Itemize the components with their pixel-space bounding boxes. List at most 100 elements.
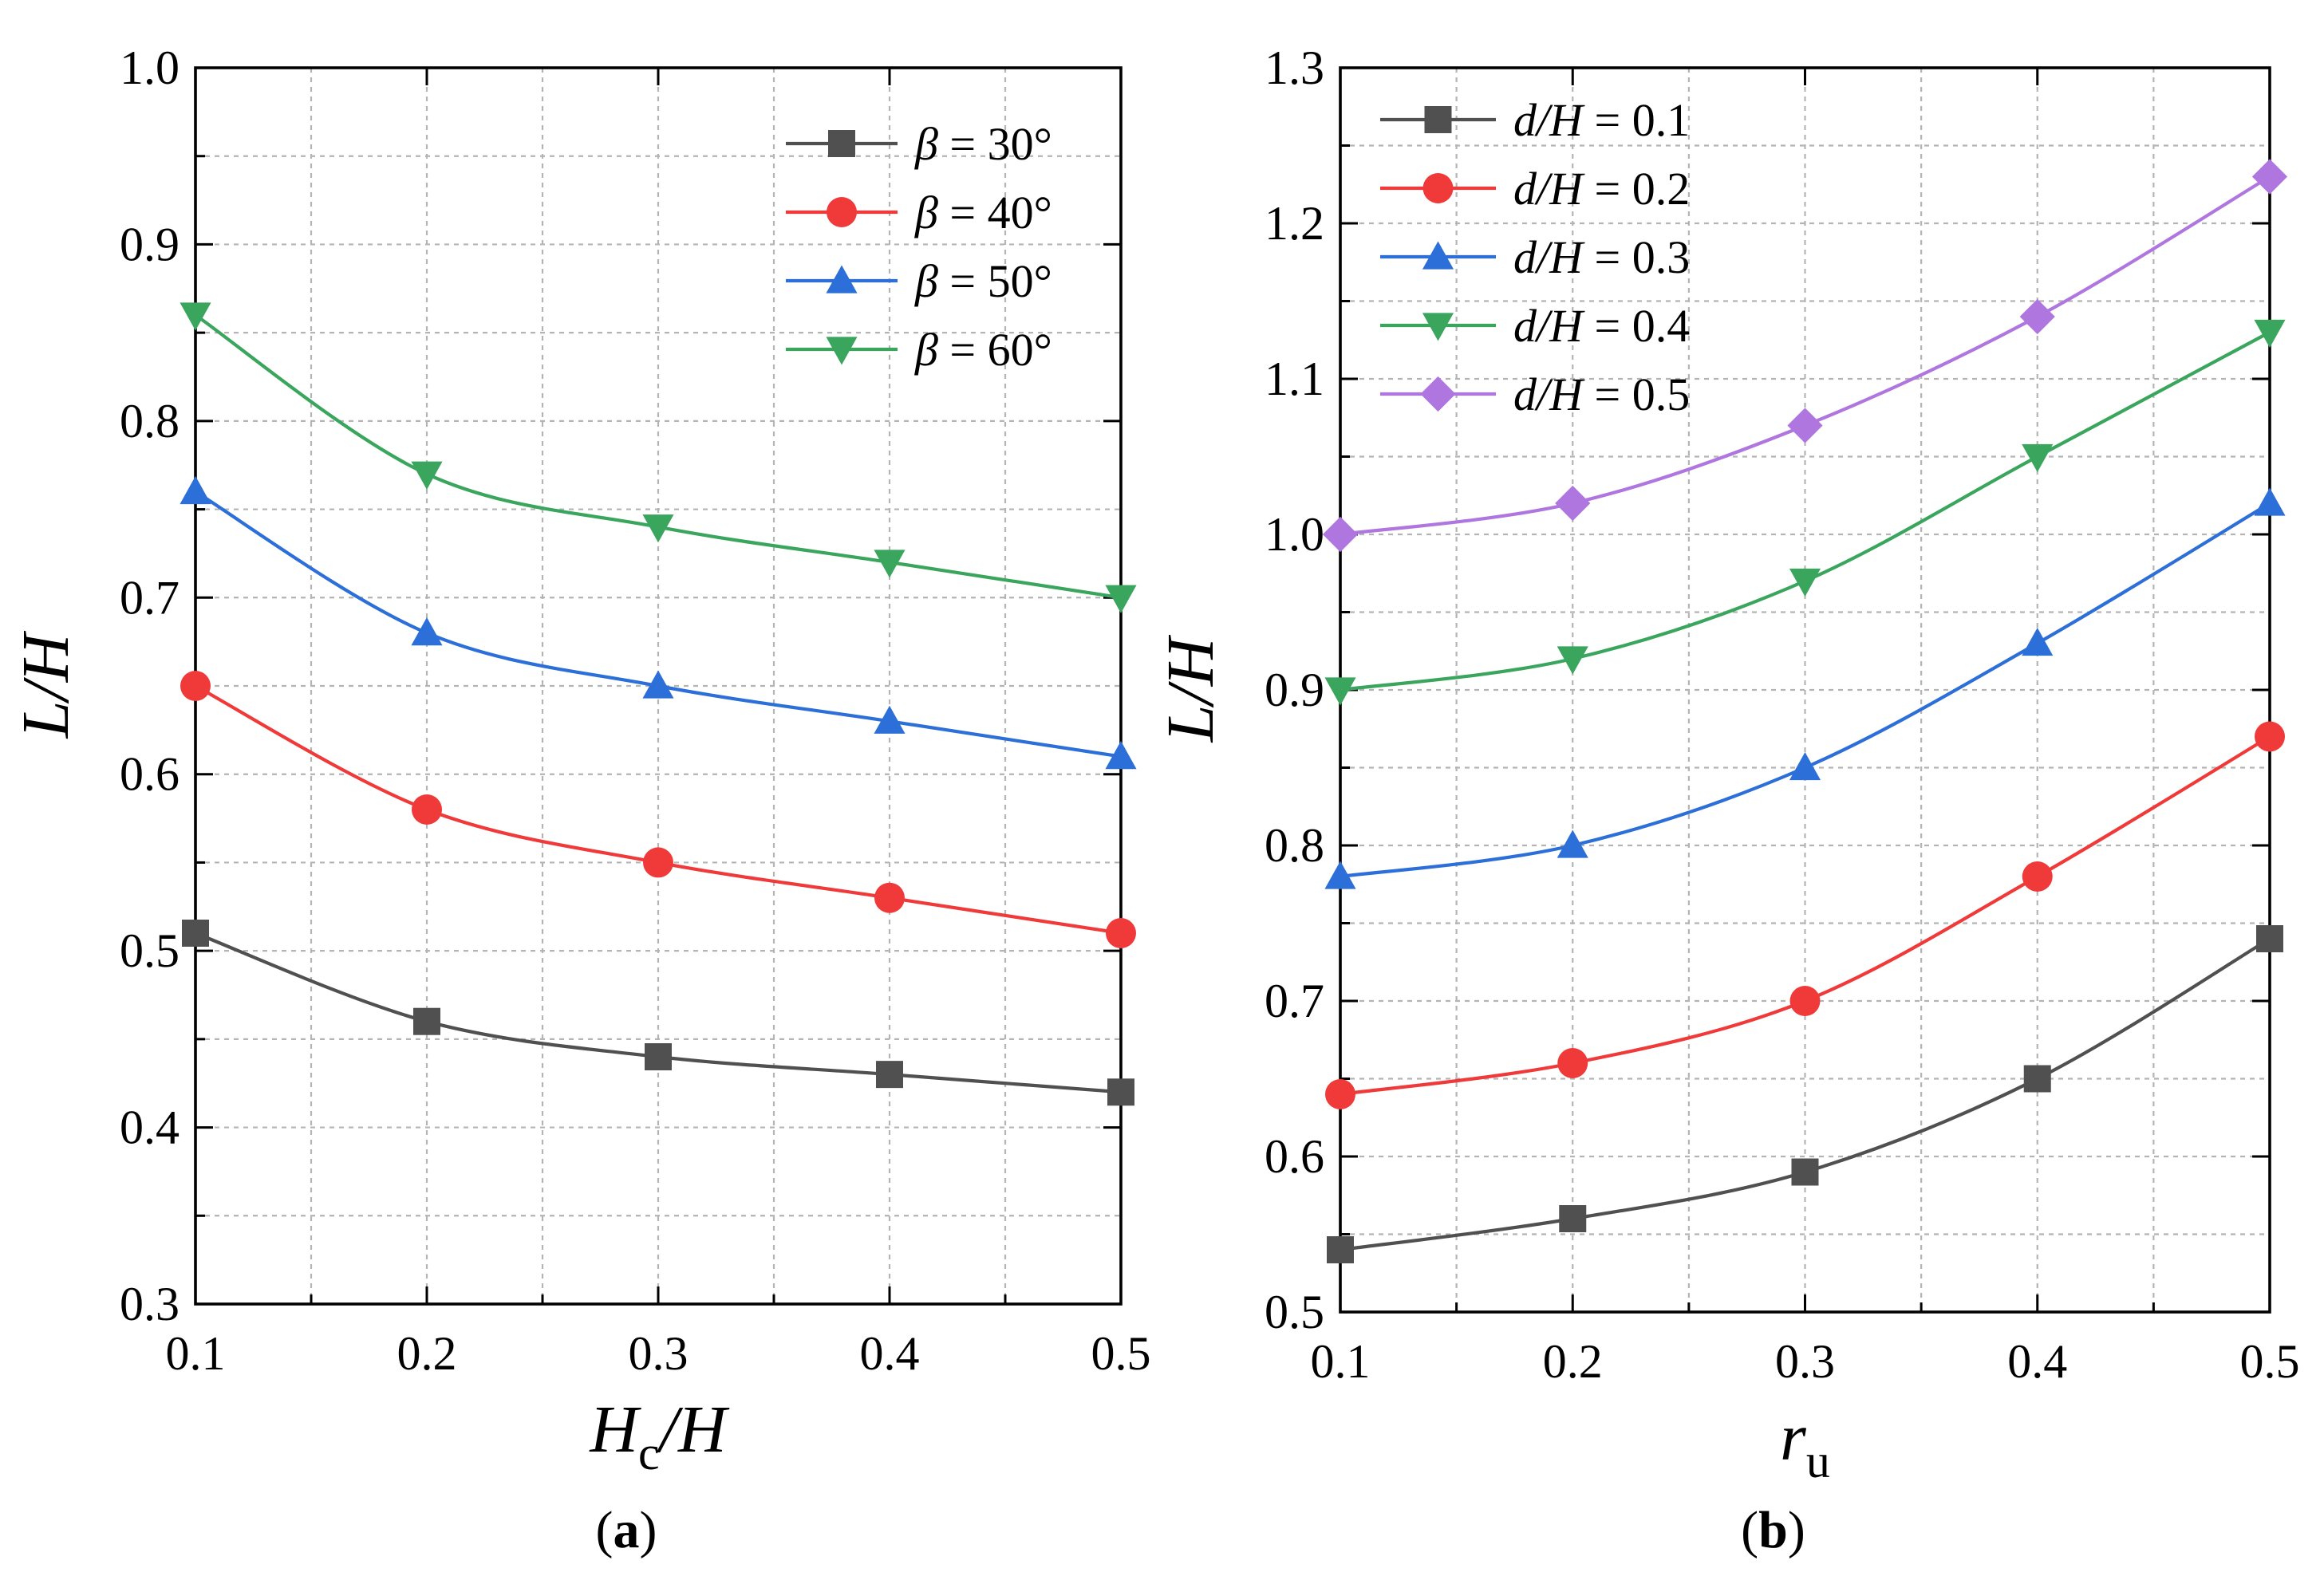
x-tick-label: 0.1 bbox=[166, 1327, 226, 1380]
data-point bbox=[2022, 627, 2054, 656]
y-tick-label: 0.6 bbox=[1265, 1130, 1324, 1183]
legend-label: d/H = 0.5 bbox=[1513, 368, 1690, 420]
y-tick-label: 0.9 bbox=[120, 218, 180, 270]
data-point bbox=[413, 1007, 440, 1035]
data-point bbox=[1106, 918, 1136, 948]
data-point bbox=[645, 1043, 672, 1070]
legend-marker bbox=[1422, 313, 1454, 341]
y-tick-label: 0.6 bbox=[120, 748, 180, 801]
legend-marker bbox=[1422, 173, 1454, 203]
data-point bbox=[2022, 861, 2053, 892]
series-4 bbox=[1324, 319, 2286, 706]
legend-item: d/H = 0.4 bbox=[1380, 300, 1690, 352]
data-point bbox=[2254, 487, 2286, 516]
panel-caption: (a) bbox=[596, 1501, 657, 1559]
x-axis-label-main: H bbox=[589, 1393, 641, 1467]
panel-caption-close: ) bbox=[1788, 1501, 1805, 1559]
legend-item: β = 60° bbox=[786, 324, 1052, 376]
data-point bbox=[1107, 1078, 1134, 1106]
legend-label: β = 60° bbox=[914, 324, 1052, 376]
data-point bbox=[643, 847, 673, 878]
panel-caption: (b) bbox=[1741, 1501, 1805, 1559]
data-point bbox=[1789, 568, 1821, 597]
legend-label: d/H = 0.4 bbox=[1513, 300, 1690, 352]
data-point bbox=[1327, 1236, 1354, 1263]
series-3 bbox=[1324, 487, 2286, 889]
legend-label-value: = 0.4 bbox=[1583, 300, 1690, 352]
legend-marker bbox=[1422, 241, 1454, 270]
legend-label-value: = 0.2 bbox=[1583, 163, 1690, 215]
x-tick-label: 0.3 bbox=[1775, 1335, 1835, 1388]
legend-item: β = 40° bbox=[786, 187, 1052, 238]
data-point bbox=[876, 1061, 903, 1089]
legend-label-variable: d/H bbox=[1513, 368, 1585, 420]
legend-label-value: = 0.3 bbox=[1583, 231, 1690, 283]
legend-label-variable: d/H bbox=[1513, 300, 1585, 352]
panel-caption-close: ) bbox=[640, 1501, 657, 1559]
legend-label: β = 50° bbox=[914, 255, 1052, 307]
legend-item: d/H = 0.1 bbox=[1380, 94, 1690, 146]
data-point bbox=[1791, 1158, 1819, 1186]
panel-caption-letter: a bbox=[614, 1501, 640, 1559]
legend-marker bbox=[827, 197, 857, 227]
legend: β = 30°β = 40°β = 50°β = 60° bbox=[786, 118, 1052, 376]
y-tick-label: 0.9 bbox=[1265, 664, 1324, 716]
y-tick-label: 0.7 bbox=[1265, 975, 1324, 1027]
x-axis-label-subscript: u bbox=[1806, 1435, 1830, 1487]
x-axis-label-tail: /H bbox=[657, 1393, 730, 1467]
y-tick-label: 0.8 bbox=[120, 395, 180, 447]
x-tick-label: 0.3 bbox=[629, 1327, 689, 1380]
legend-label-value: = 40° bbox=[938, 187, 1052, 238]
x-tick-label: 0.1 bbox=[1311, 1335, 1371, 1388]
data-point bbox=[1325, 1079, 1355, 1109]
chart-panel-b: 0.1 0.2 0.3 0.4 0.5 1.3 1.2 1.1 1.0 0.9 0.8 0.7 0.6 0… bbox=[1154, 41, 2300, 1559]
data-point bbox=[180, 475, 211, 505]
legend-label-value: = 0.1 bbox=[1583, 94, 1690, 146]
data-point bbox=[642, 670, 674, 699]
data-point bbox=[182, 920, 209, 947]
y-tick-label: 0.8 bbox=[1265, 819, 1324, 872]
data-point bbox=[1557, 1048, 1588, 1078]
legend-label-variable: β bbox=[914, 255, 938, 307]
data-point bbox=[874, 550, 906, 578]
series-3 bbox=[180, 475, 1137, 770]
legend-label: d/H = 0.1 bbox=[1513, 94, 1690, 146]
data-point bbox=[1557, 646, 1588, 675]
y-tick-label: 1.1 bbox=[1265, 353, 1324, 405]
panel-caption-open: ( bbox=[596, 1501, 614, 1559]
legend-item: d/H = 0.5 bbox=[1380, 368, 1690, 420]
data-point bbox=[1105, 741, 1137, 770]
y-tick-label: 1.0 bbox=[120, 41, 180, 94]
data-point bbox=[2254, 319, 2286, 349]
legend-label-variable: d/H bbox=[1513, 94, 1585, 146]
legend-label-variable: d/H bbox=[1513, 231, 1585, 283]
x-axis-label: ru bbox=[1780, 1401, 1830, 1487]
y-tick-label: 1.3 bbox=[1265, 41, 1324, 94]
legend-label-value: = 30° bbox=[938, 118, 1052, 170]
data-point bbox=[1559, 1205, 1587, 1232]
y-tick-label: 1.2 bbox=[1265, 197, 1324, 250]
legend-label-value: = 60° bbox=[938, 324, 1052, 376]
series-4 bbox=[180, 302, 1137, 613]
legend-item: β = 50° bbox=[786, 255, 1052, 307]
data-point bbox=[2023, 1065, 2051, 1093]
x-axis-label-subscript: c bbox=[638, 1427, 660, 1479]
series-2 bbox=[1325, 721, 2285, 1109]
data-point bbox=[874, 705, 906, 734]
x-tick-label: 0.5 bbox=[2240, 1335, 2300, 1388]
data-point bbox=[1789, 986, 1821, 1016]
x-tick-label: 0.4 bbox=[860, 1327, 920, 1380]
data-point bbox=[2019, 298, 2055, 335]
x-axis-label: Hc/H bbox=[589, 1393, 730, 1479]
data-point bbox=[411, 461, 443, 490]
legend-label-variable: β bbox=[914, 118, 938, 170]
y-tick-label: 0.5 bbox=[120, 924, 180, 977]
y-tick-label: 0.4 bbox=[120, 1101, 180, 1154]
legend-label-value: = 50° bbox=[938, 255, 1052, 307]
grid bbox=[1340, 68, 2270, 1312]
data-point bbox=[2256, 925, 2283, 952]
panel-caption-letter: b bbox=[1758, 1501, 1788, 1559]
data-point bbox=[2255, 721, 2285, 752]
legend-label-variable: β bbox=[914, 324, 938, 376]
